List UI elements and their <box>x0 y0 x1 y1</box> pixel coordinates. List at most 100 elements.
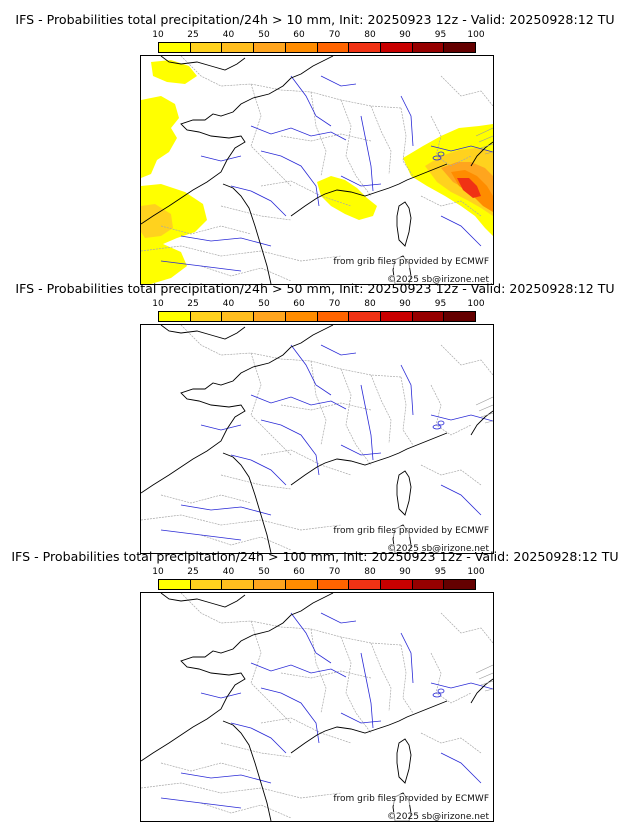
admin-border <box>280 670 372 679</box>
river-line <box>180 504 272 516</box>
admin-border <box>310 360 327 446</box>
admin-border <box>370 105 392 175</box>
corsica-outline <box>396 738 412 784</box>
tick-label: 25 <box>187 30 199 40</box>
alps-borders <box>475 396 493 424</box>
tick-label: 25 <box>187 299 199 309</box>
river-line <box>290 344 332 396</box>
admin-border <box>280 133 372 142</box>
tick-label: 90 <box>399 567 411 577</box>
river-line <box>160 260 242 272</box>
river-line <box>430 145 493 153</box>
tick-label: 10 <box>152 30 164 40</box>
lake-outline <box>437 420 445 426</box>
river-line <box>320 344 357 356</box>
corsica-outline <box>396 470 412 516</box>
colorbar-tick-labels: 10 25 40 50 60 70 80 90 95 100 <box>152 299 484 310</box>
admin-border <box>160 225 252 235</box>
admin-border <box>141 245 342 262</box>
tick-label: 90 <box>399 30 411 40</box>
coastline <box>141 593 334 762</box>
river-line <box>320 612 357 624</box>
admin-border <box>260 717 352 744</box>
alps-borders <box>475 664 493 692</box>
precip-probability-area <box>151 60 197 84</box>
admin-border <box>370 374 392 444</box>
precip-map: from grib files provided by ECMWF ©2025 … <box>140 55 494 285</box>
river-line <box>230 185 287 217</box>
admin-border <box>220 205 292 221</box>
river-line <box>340 444 382 456</box>
colorbar-segment <box>159 312 191 321</box>
lake-outline <box>437 688 445 694</box>
colorbar-tick-labels: 10 25 40 50 60 70 80 90 95 100 <box>152 30 484 41</box>
coastline <box>290 432 448 486</box>
admin-border <box>250 83 292 187</box>
tick-label: 95 <box>434 567 447 577</box>
france-basemap <box>141 56 493 284</box>
coastline <box>160 325 246 340</box>
colorbar-segment <box>444 43 476 52</box>
admin-border <box>141 514 342 531</box>
colorbar-segment <box>254 580 286 589</box>
admin-border <box>430 384 472 436</box>
source-credit: from grib files provided by ECMWF <box>333 257 489 268</box>
lake-outline <box>437 151 445 157</box>
coastline <box>470 141 493 167</box>
admin-border <box>200 265 292 282</box>
river-line <box>180 772 272 784</box>
tick-label: 70 <box>328 299 341 309</box>
colorbar-segment <box>412 43 445 52</box>
admin-border <box>420 195 482 217</box>
colorbar-tick-labels: 10 25 40 50 60 70 80 90 95 100 <box>152 567 484 578</box>
colorbar-segment <box>380 580 413 589</box>
tick-label: 60 <box>293 567 305 577</box>
river-line <box>320 75 357 87</box>
corsica-outline <box>396 201 412 247</box>
river-line <box>360 652 374 729</box>
river-line <box>250 394 347 410</box>
tick-label: 70 <box>328 567 341 577</box>
forecast-panel-100mm: IFS - Probabilities total precipitation/… <box>0 549 630 822</box>
source-credit: from grib files provided by ECMWF <box>333 794 489 805</box>
colorbar-segment <box>380 312 413 321</box>
admin-border <box>420 732 482 754</box>
colorbar-segment <box>412 580 445 589</box>
colorbar-segment <box>190 580 223 589</box>
tick-label: 95 <box>434 30 447 40</box>
precip-probability-area <box>457 178 481 198</box>
admin-border <box>440 75 493 107</box>
colorbar-segment <box>349 43 381 52</box>
colorbar-segment <box>190 43 223 52</box>
colorbar-segment <box>222 580 255 589</box>
river-line <box>290 612 332 664</box>
river-line <box>250 125 347 141</box>
admin-border <box>310 628 327 714</box>
tick-label: 40 <box>222 567 235 577</box>
tick-label: 50 <box>258 567 270 577</box>
colorbar-segment <box>317 312 350 321</box>
coastline <box>160 593 246 608</box>
admin-border <box>440 344 493 376</box>
river-line <box>340 175 382 187</box>
admin-border <box>160 762 252 772</box>
admin-border <box>440 612 493 644</box>
river-line <box>230 722 287 754</box>
coastline <box>160 56 246 71</box>
colorbar-segment <box>222 43 255 52</box>
copyright-credit: ©2025 sb@irizone.net <box>387 275 489 285</box>
admin-border <box>220 474 292 490</box>
panel-title: IFS - Probabilities total precipitation/… <box>15 281 615 296</box>
tick-label: 100 <box>467 30 485 40</box>
tick-label: 60 <box>293 30 305 40</box>
river-line <box>440 215 482 247</box>
tick-label: 10 <box>152 299 164 309</box>
colorbar-segment <box>317 580 350 589</box>
colorbar <box>158 42 476 53</box>
tick-label: 95 <box>434 299 447 309</box>
river-line <box>260 150 320 207</box>
admin-border <box>160 494 252 504</box>
admin-border <box>200 802 292 819</box>
tick-label: 50 <box>258 30 270 40</box>
precip-map: from grib files provided by ECMWF ©2025 … <box>140 324 494 554</box>
